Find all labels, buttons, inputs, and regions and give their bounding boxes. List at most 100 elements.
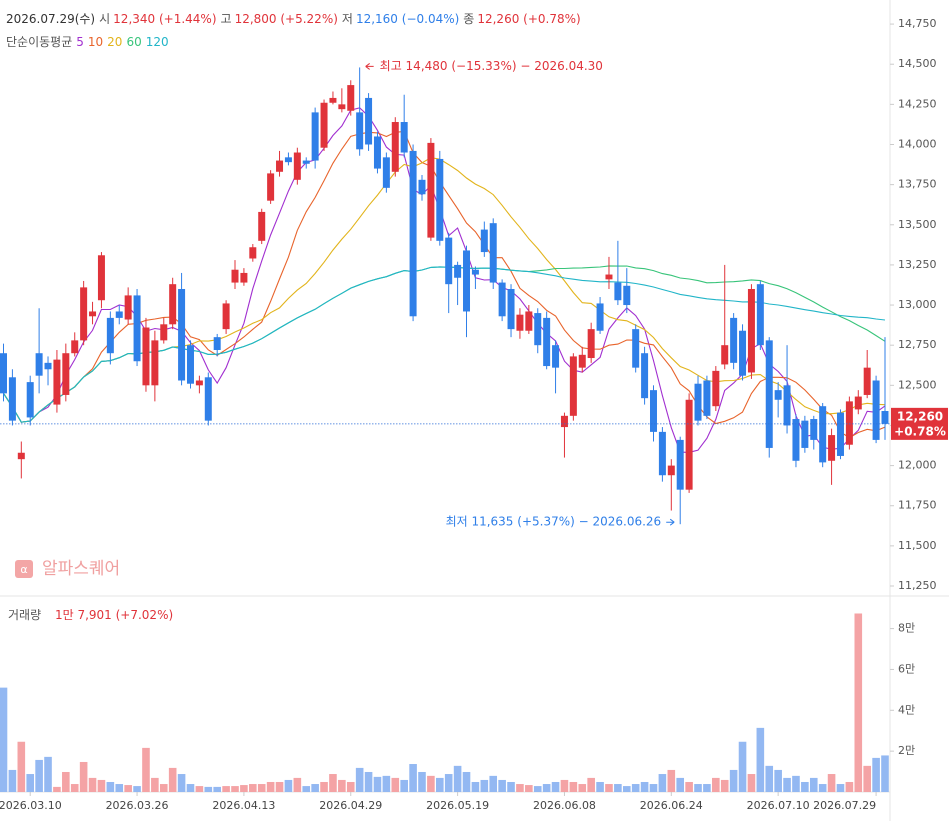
volume-bar <box>694 784 702 792</box>
candle-body <box>783 385 791 426</box>
candle-body <box>249 247 257 259</box>
candle-body <box>71 340 79 354</box>
volume-bar <box>204 786 213 792</box>
y-tick-label: 12,000 <box>898 459 937 472</box>
volume-bar <box>765 765 774 792</box>
volume-bar <box>605 784 613 792</box>
volume-bar <box>266 781 275 792</box>
volume-bar <box>480 779 489 792</box>
volume-bar <box>658 774 667 792</box>
volume-bar <box>435 777 444 792</box>
candle-body <box>400 122 408 153</box>
candle-body <box>872 380 880 440</box>
candle-body <box>240 272 248 283</box>
volume-bar <box>498 779 506 792</box>
candle-body <box>365 97 373 145</box>
volume-bar <box>631 784 640 792</box>
candle-body <box>605 274 613 280</box>
candle-body <box>151 340 159 386</box>
ohlc-value: 12,160 (−0.04%) <box>355 12 460 26</box>
y-tick-label: 11,750 <box>898 499 937 512</box>
volume-bar <box>142 747 150 792</box>
volume-bar <box>53 786 61 792</box>
candle-body <box>320 102 328 148</box>
moving-average-line <box>3 266 886 423</box>
volume-title: 거래량 <box>8 608 42 622</box>
candle-body <box>676 439 684 490</box>
candle-body <box>213 337 221 350</box>
candle-body <box>436 158 444 241</box>
candle-body <box>284 157 292 163</box>
volume-bar <box>35 759 43 792</box>
volume-bar <box>542 784 551 792</box>
candle-body <box>587 329 595 359</box>
candle-body <box>703 380 711 416</box>
candle-body <box>489 223 497 283</box>
volume-bar <box>729 769 738 792</box>
watermark-icon-glyph: α <box>20 563 27 576</box>
ohlc-value: 12,800 (+5.22%) <box>234 12 338 26</box>
volume-bar <box>17 741 26 792</box>
x-tick-label: 2026.04.29 <box>319 799 382 812</box>
volume-bar <box>391 777 400 792</box>
volume-bar <box>649 784 658 792</box>
volume-bar <box>44 756 52 792</box>
x-tick-label: 2026.05.19 <box>426 799 489 812</box>
ma-legend-item: 5 <box>76 35 84 49</box>
x-tick-label: 2026.06.08 <box>533 799 596 812</box>
candle-body <box>293 152 301 180</box>
volume-bar <box>26 774 35 792</box>
volume-bar <box>578 784 587 792</box>
volume-bar <box>311 784 319 792</box>
y-tick-label: 14,000 <box>898 137 937 150</box>
volume-bar <box>168 767 177 792</box>
volume-bar <box>124 785 132 792</box>
volume-bar <box>0 687 8 792</box>
volume-bar <box>159 784 168 792</box>
candle-body <box>534 313 542 346</box>
volume-bar <box>747 774 756 792</box>
candle-body <box>623 285 631 306</box>
volume-bar <box>525 785 533 792</box>
x-tick-label: 2026.06.24 <box>640 799 703 812</box>
candle-body <box>667 465 675 476</box>
candle-body <box>89 311 97 317</box>
candle-body <box>641 353 649 399</box>
volume-bar <box>70 784 79 792</box>
volume-bar <box>79 761 88 792</box>
candle-body <box>649 390 657 432</box>
x-tick-label: 2026.03.10 <box>0 799 62 812</box>
candle-body <box>756 284 764 346</box>
candle-body <box>774 390 782 400</box>
candle-body <box>739 330 747 376</box>
candle-body <box>578 354 586 368</box>
candle-body <box>195 380 203 386</box>
candle-body <box>810 419 818 440</box>
volume-bar <box>560 779 569 792</box>
moving-average-line <box>3 107 886 453</box>
volume-bar <box>471 781 480 792</box>
ohlc-label: 종 <box>463 12 475 26</box>
volume-bar <box>409 764 417 792</box>
volume-bar <box>827 774 836 792</box>
candle-body <box>0 353 7 394</box>
candle-body <box>276 160 284 172</box>
candle-body <box>516 314 524 331</box>
ma-legend-item: 60 <box>126 35 142 49</box>
y-tick-label: 11,250 <box>898 579 937 592</box>
volume-bar <box>836 784 845 792</box>
last-price-badge <box>891 407 948 440</box>
candle-body <box>881 411 889 424</box>
volume-bar <box>400 779 408 792</box>
candle-body <box>26 382 34 418</box>
candle-body <box>302 160 310 164</box>
y-tick-label: 14,500 <box>898 57 937 70</box>
ma-title: 단순이동평균 <box>6 35 73 49</box>
volume-bar <box>738 741 747 792</box>
candle-body <box>596 303 604 331</box>
candle-body <box>712 370 720 407</box>
candle-body <box>8 377 16 421</box>
volume-bar <box>257 784 266 792</box>
candle-body <box>160 324 168 341</box>
candle-body <box>382 157 390 188</box>
